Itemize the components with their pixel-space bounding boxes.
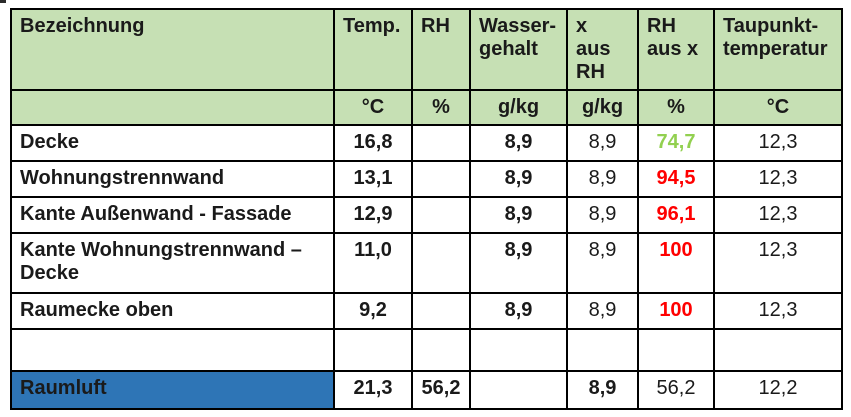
temp-value: 13,1 xyxy=(333,160,413,198)
x-aus-rh-value xyxy=(566,328,639,372)
table-header-row: Bezeichnung Temp. RH Wasser- gehalt x au… xyxy=(10,8,843,91)
x-aus-rh-value: 8,9 xyxy=(566,124,639,162)
wassergehalt-value: 8,9 xyxy=(469,292,568,330)
column-header-rh-aus-x: RH aus x xyxy=(637,8,715,91)
unit-taupunkt: °C xyxy=(713,89,843,126)
unit-temp: °C xyxy=(333,89,413,126)
taupunkt-value: 12,3 xyxy=(713,196,843,234)
table-row-raumluft: Raumluft 21,3 56,2 8,9 56,2 12,2 xyxy=(10,370,843,410)
rh-aus-x-value xyxy=(637,328,715,372)
table-row-kante-wohnungstrennwand-decke: Kante Wohnungstrennwand – Decke 11,0 8,9… xyxy=(10,232,843,294)
rh-aus-x-value: 94,5 xyxy=(637,160,715,198)
unit-wassergehalt: g/kg xyxy=(469,89,568,126)
taupunkt-value xyxy=(713,328,843,372)
unit-rh: % xyxy=(411,89,471,126)
row-label xyxy=(10,328,335,372)
rh-value xyxy=(411,160,471,198)
taupunkt-value: 12,2 xyxy=(713,370,843,410)
table-row-wohnungstrennwand: Wohnungstrennwand 13,1 8,9 8,9 94,5 12,3 xyxy=(10,160,843,198)
wassergehalt-value xyxy=(469,370,568,410)
row-label-raumluft: Raumluft xyxy=(10,370,335,410)
column-header-temp: Temp. xyxy=(333,8,413,91)
taupunkt-value: 12,3 xyxy=(713,124,843,162)
row-label: Kante Außenwand - Fassade xyxy=(10,196,335,234)
rh-aus-x-value: 96,1 xyxy=(637,196,715,234)
row-label: Raumecke oben xyxy=(10,292,335,330)
rh-aus-x-value: 74,7 xyxy=(637,124,715,162)
unit-x-aus-rh: g/kg xyxy=(566,89,639,126)
wassergehalt-value: 8,9 xyxy=(469,196,568,234)
unit-bezeichnung xyxy=(10,89,335,126)
column-header-taupunkt: Taupunkt- temperatur xyxy=(713,8,843,91)
table-row-empty xyxy=(10,328,843,372)
wassergehalt-value: 8,9 xyxy=(469,232,568,294)
temp-value: 21,3 xyxy=(333,370,413,410)
table-row-raumecke-oben: Raumecke oben 9,2 8,9 8,9 100 12,3 xyxy=(10,292,843,330)
temp-value: 12,9 xyxy=(333,196,413,234)
wassergehalt-value xyxy=(469,328,568,372)
rh-value: 56,2 xyxy=(411,370,471,410)
x-aus-rh-value: 8,9 xyxy=(566,160,639,198)
temp-value: 16,8 xyxy=(333,124,413,162)
row-label: Wohnungstrennwand xyxy=(10,160,335,198)
rh-aus-x-value: 100 xyxy=(637,292,715,330)
temp-value: 9,2 xyxy=(333,292,413,330)
taupunkt-value: 12,3 xyxy=(713,232,843,294)
x-aus-rh-value: 8,9 xyxy=(566,370,639,410)
rh-value xyxy=(411,328,471,372)
x-aus-rh-value: 8,9 xyxy=(566,196,639,234)
column-header-x-aus-rh: x aus RH xyxy=(566,8,639,91)
temp-value xyxy=(333,328,413,372)
corner-mark xyxy=(0,0,6,3)
rh-aus-x-value: 100 xyxy=(637,232,715,294)
unit-rh-aus-x: % xyxy=(637,89,715,126)
wassergehalt-value: 8,9 xyxy=(469,160,568,198)
column-header-bezeichnung: Bezeichnung xyxy=(10,8,335,91)
x-aus-rh-value: 8,9 xyxy=(566,232,639,294)
taupunkt-value: 12,3 xyxy=(713,292,843,330)
rh-value xyxy=(411,124,471,162)
table-row-decke: Decke 16,8 8,9 8,9 74,7 12,3 xyxy=(10,124,843,162)
taupunkt-value: 12,3 xyxy=(713,160,843,198)
row-label: Kante Wohnungstrennwand – Decke xyxy=(10,232,335,294)
units-row: °C % g/kg g/kg % °C xyxy=(10,89,843,126)
x-aus-rh-value: 8,9 xyxy=(566,292,639,330)
row-label: Decke xyxy=(10,124,335,162)
column-header-rh: RH xyxy=(411,8,471,91)
rh-value xyxy=(411,292,471,330)
rh-value xyxy=(411,196,471,234)
temp-value: 11,0 xyxy=(333,232,413,294)
table-row-kante-aussenwand-fassade: Kante Außenwand - Fassade 12,9 8,9 8,9 9… xyxy=(10,196,843,234)
column-header-wassergehalt: Wasser- gehalt xyxy=(469,8,568,91)
climate-condensation-table: Bezeichnung Temp. RH Wasser- gehalt x au… xyxy=(10,8,843,410)
rh-value xyxy=(411,232,471,294)
rh-aus-x-value: 56,2 xyxy=(637,370,715,410)
wassergehalt-value: 8,9 xyxy=(469,124,568,162)
